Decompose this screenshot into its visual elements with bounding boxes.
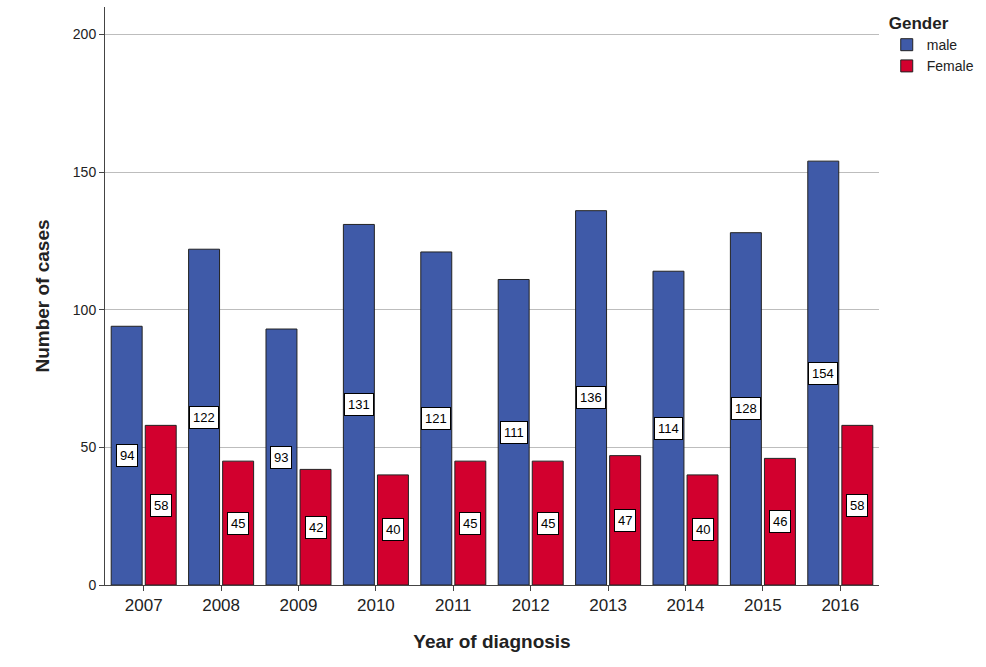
svg-text:50: 50: [81, 439, 97, 455]
svg-text:93: 93: [274, 450, 288, 465]
svg-text:114: 114: [658, 421, 679, 436]
svg-text:0: 0: [88, 577, 96, 593]
svg-text:47: 47: [618, 513, 632, 528]
svg-text:122: 122: [193, 410, 215, 425]
svg-text:131: 131: [348, 397, 370, 412]
svg-text:100: 100: [73, 302, 97, 318]
svg-text:Female: Female: [927, 58, 974, 74]
svg-text:136: 136: [580, 390, 602, 405]
svg-text:111: 111: [504, 425, 524, 440]
svg-text:2014: 2014: [667, 596, 705, 615]
svg-text:200: 200: [73, 26, 97, 42]
svg-text:42: 42: [309, 520, 323, 535]
svg-text:2007: 2007: [125, 596, 163, 615]
svg-text:58: 58: [154, 498, 168, 513]
svg-text:45: 45: [463, 516, 477, 531]
svg-text:46: 46: [773, 514, 787, 529]
svg-text:2009: 2009: [280, 596, 318, 615]
svg-text:2015: 2015: [744, 596, 782, 615]
svg-text:128: 128: [735, 401, 757, 416]
svg-text:154: 154: [812, 366, 834, 381]
svg-text:58: 58: [850, 498, 864, 513]
svg-text:45: 45: [541, 516, 555, 531]
svg-text:121: 121: [425, 411, 447, 426]
svg-text:Year of diagnosis: Year of diagnosis: [413, 631, 570, 652]
svg-text:150: 150: [73, 164, 97, 180]
svg-text:40: 40: [386, 522, 400, 537]
svg-text:40: 40: [696, 522, 710, 537]
svg-text:2013: 2013: [589, 596, 627, 615]
svg-text:2012: 2012: [512, 596, 550, 615]
svg-text:Gender: Gender: [889, 14, 949, 33]
svg-text:94: 94: [120, 448, 134, 463]
svg-text:2010: 2010: [357, 596, 395, 615]
svg-text:2016: 2016: [821, 596, 859, 615]
svg-text:Number of cases: Number of cases: [32, 219, 53, 372]
svg-text:2008: 2008: [202, 596, 240, 615]
svg-text:2011: 2011: [435, 596, 472, 615]
svg-text:male: male: [927, 37, 958, 53]
svg-text:45: 45: [231, 516, 245, 531]
